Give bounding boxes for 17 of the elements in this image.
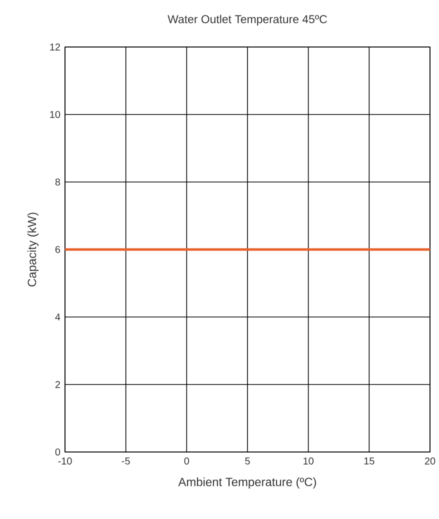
x-tick-label: 15 [364, 458, 374, 464]
x-tick-label: -10 [58, 458, 72, 465]
chart-title: Water Outlet Temperature 45ºC [168, 14, 327, 26]
y-tick-label: 0 [55, 448, 60, 456]
y-tick-label: 4 [55, 314, 60, 320]
x-tick-label: -5 [122, 458, 130, 464]
x-tick-label: 20 [425, 458, 436, 465]
x-tick-label: 5 [245, 458, 250, 464]
y-tick-label: 8 [55, 178, 60, 186]
x-tick-label: 10 [304, 458, 314, 465]
y-tick-label: 12 [50, 44, 60, 50]
y-tick-label: 6 [56, 246, 60, 254]
x-tick-label: 0 [184, 458, 190, 465]
y-axis-title: Capacity (kW) [27, 212, 39, 286]
y-tick-label: 2 [56, 381, 60, 388]
y-tick-label: 10 [50, 110, 60, 118]
x-axis-title: Ambient Temperature (ºC) [178, 477, 316, 489]
